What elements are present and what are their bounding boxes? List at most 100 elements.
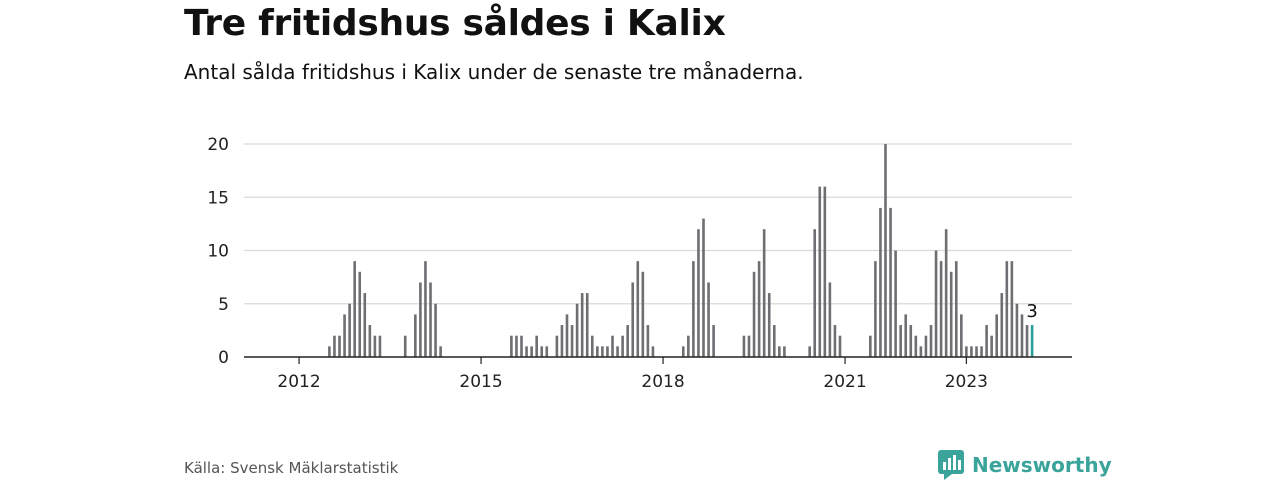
bar: [555, 335, 559, 357]
bar: [525, 346, 528, 357]
bar: [621, 335, 624, 357]
bar: [343, 314, 346, 357]
bar: [894, 250, 897, 357]
bar: [697, 229, 700, 357]
bar: [333, 335, 336, 357]
bar: [929, 325, 933, 357]
data-label-last: 3: [1026, 301, 1037, 322]
bar: [540, 346, 544, 357]
y-tick-label: 20: [207, 135, 229, 155]
bar: [828, 282, 832, 357]
bar: [646, 325, 650, 357]
bar: [747, 335, 751, 357]
bar: [328, 346, 331, 357]
bar: [762, 229, 766, 357]
bar: [767, 293, 771, 357]
bar: [884, 144, 887, 357]
bar: [585, 293, 589, 357]
bar: [949, 271, 953, 357]
bar: [530, 346, 533, 357]
bar: [535, 335, 538, 357]
bar: [1015, 303, 1019, 357]
bar: [783, 346, 786, 357]
bar: [510, 335, 513, 357]
bar: [823, 186, 827, 357]
bar: [939, 261, 943, 357]
bar: [414, 314, 417, 357]
bar: [616, 346, 619, 357]
y-tick-label: 10: [207, 242, 229, 262]
bar: [626, 325, 629, 357]
bar: [904, 314, 908, 357]
bar: [651, 346, 655, 357]
newsworthy-icon: [938, 450, 964, 480]
bar: [363, 293, 367, 357]
bar: [889, 207, 892, 357]
bar: [924, 335, 928, 357]
bar: [368, 325, 372, 357]
bar: [590, 335, 594, 357]
bar: [818, 186, 822, 357]
bar: [373, 335, 377, 357]
bar: [970, 346, 973, 357]
y-tick-label: 5: [218, 295, 229, 315]
bar: [601, 346, 604, 357]
bar: [813, 229, 817, 357]
bar: [636, 261, 640, 357]
bar: [833, 325, 837, 357]
bar: [611, 335, 614, 357]
bar: [434, 303, 437, 357]
bar: [980, 346, 983, 357]
bar: [752, 271, 756, 357]
bar: [954, 261, 958, 357]
bar: [358, 271, 362, 357]
bar: [808, 346, 811, 357]
bar: [1010, 261, 1014, 357]
bar: [909, 325, 913, 357]
x-tick-label: 2015: [459, 372, 502, 392]
brand-logo: Newsworthy: [938, 450, 1112, 480]
bar: [419, 282, 422, 357]
bar: [772, 325, 776, 357]
bar: [965, 346, 968, 357]
bar: [641, 271, 645, 357]
bar: [338, 335, 341, 357]
bar: [580, 293, 584, 357]
bar: [378, 335, 382, 357]
bar: [879, 207, 882, 357]
bar: [606, 346, 609, 357]
x-tick-label: 2021: [823, 372, 866, 392]
bar: [944, 229, 948, 357]
bar: [757, 261, 761, 357]
bar: [934, 250, 938, 357]
bar: [1000, 293, 1004, 357]
bar: [990, 335, 993, 357]
bar: [353, 261, 356, 357]
bar: [1020, 314, 1024, 357]
chart-title: Tre fritidshus såldes i Kalix: [184, 3, 726, 44]
bar: [692, 261, 695, 357]
bar: [520, 335, 523, 357]
bar: [899, 325, 902, 357]
bar: [742, 335, 746, 357]
y-tick-label: 0: [218, 348, 229, 368]
bar: [712, 325, 715, 357]
bar: [545, 346, 549, 357]
bar: [565, 314, 569, 357]
bar: [429, 282, 432, 357]
bar: [515, 335, 518, 357]
chart-subtitle: Antal sålda fritidshus i Kalix under de …: [184, 60, 804, 84]
bar: [570, 325, 574, 357]
bar: [575, 303, 579, 357]
brand-name: Newsworthy: [972, 453, 1112, 477]
bar: [869, 335, 872, 357]
bar: [1005, 261, 1009, 357]
bar: [707, 282, 710, 357]
bar: [874, 261, 877, 357]
bar: [960, 314, 963, 357]
bar: [702, 218, 705, 357]
x-tick-label: 2012: [277, 372, 320, 392]
source-note: Källa: Svensk Mäklarstatistik: [184, 459, 399, 477]
bar: [681, 346, 685, 357]
